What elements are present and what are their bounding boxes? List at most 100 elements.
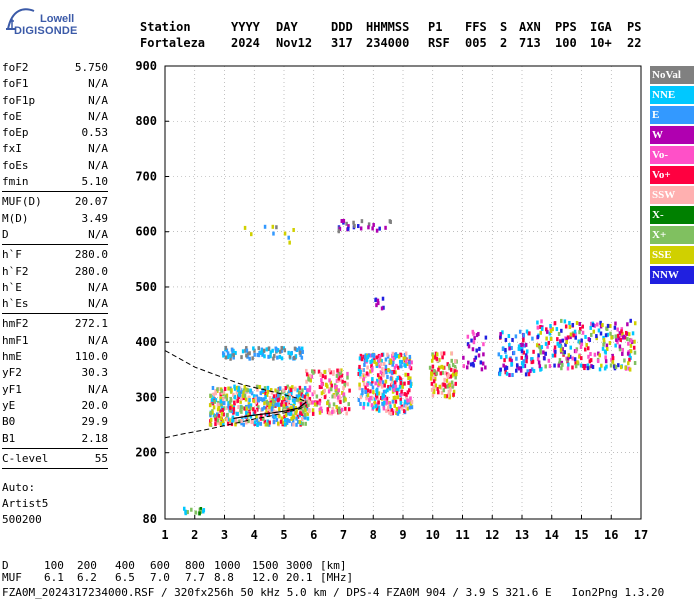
echo-point <box>242 422 245 427</box>
echo-point <box>549 326 552 331</box>
echo-point <box>370 358 374 363</box>
footer-value: 100 <box>44 559 64 572</box>
echo-point <box>574 335 577 340</box>
echo-point <box>271 224 275 229</box>
echo-point <box>249 388 252 393</box>
echo-point <box>347 402 350 407</box>
footer-unit: [MHz] <box>320 571 354 584</box>
echo-point <box>234 422 237 427</box>
echo-point <box>219 408 222 413</box>
param-value: N/A <box>88 333 108 347</box>
echo-point <box>568 320 571 325</box>
echo-point <box>360 368 364 373</box>
echo-point <box>390 381 394 386</box>
echo-point <box>294 386 297 391</box>
echo-point <box>292 227 295 232</box>
echo-point <box>386 352 389 357</box>
header-value-10: 10+ <box>590 36 612 50</box>
echo-point <box>298 350 302 355</box>
echo-point <box>318 401 321 406</box>
echo-point <box>623 358 626 363</box>
echo-point <box>282 404 286 409</box>
echo-point <box>560 328 563 333</box>
echo-point <box>276 398 280 403</box>
param-name: h`Es <box>2 297 29 311</box>
echo-point <box>397 354 401 359</box>
echo-point <box>366 402 370 407</box>
y-tick-label: 400 <box>135 335 157 349</box>
echo-point <box>398 409 401 414</box>
echo-point <box>630 338 633 343</box>
echo-point <box>335 392 338 397</box>
echo-point <box>579 344 583 349</box>
echo-point <box>235 420 238 425</box>
echo-point <box>233 395 237 400</box>
echo-point <box>292 415 296 420</box>
echo-point <box>618 331 622 336</box>
echo-point <box>403 356 407 361</box>
echo-point <box>252 346 255 351</box>
echo-point <box>578 327 582 332</box>
echo-point <box>367 225 370 230</box>
echo-point <box>338 396 342 401</box>
echo-point <box>462 355 465 360</box>
param-value: 20.07 <box>74 195 108 209</box>
echo-point <box>387 368 390 373</box>
x-tick-label: 16 <box>604 528 618 542</box>
echo-point <box>211 385 215 390</box>
echo-point <box>508 373 511 378</box>
echo-point <box>371 366 374 371</box>
echo-point <box>272 396 275 401</box>
echo-point <box>238 419 241 424</box>
echo-point <box>275 225 278 230</box>
echo-point <box>240 396 243 401</box>
echo-point <box>381 401 384 406</box>
header-label-3: DDD <box>331 20 353 34</box>
echo-point <box>227 386 230 391</box>
echo-point <box>303 412 307 417</box>
echo-point <box>243 385 247 390</box>
echo-point <box>539 350 542 355</box>
param-name: foEs <box>2 158 29 172</box>
echo-point <box>473 336 476 341</box>
echo-point <box>443 377 446 382</box>
echo-point <box>372 222 375 227</box>
echo-point <box>286 395 290 400</box>
echo-point <box>332 402 336 407</box>
echo-point <box>225 348 229 353</box>
echo-point <box>512 350 516 355</box>
echo-point <box>441 355 444 360</box>
echo-point <box>394 370 397 375</box>
echo-point <box>219 396 222 401</box>
echo-point <box>398 384 402 389</box>
echo-point <box>299 352 302 357</box>
echo-point <box>435 356 439 361</box>
footer-value: 6.1 <box>44 571 64 584</box>
echo-point <box>389 404 392 409</box>
echo-point <box>227 404 230 409</box>
echo-point <box>359 226 363 231</box>
echo-point <box>633 339 636 344</box>
echo-point <box>392 395 396 400</box>
echo-point <box>339 400 342 405</box>
echo-point <box>337 388 340 393</box>
echo-point <box>566 356 570 361</box>
echo-point <box>301 349 304 354</box>
echo-point <box>602 335 605 340</box>
echo-point <box>407 376 410 381</box>
param-separator <box>2 191 108 193</box>
param-value: N/A <box>88 142 108 156</box>
echo-point <box>375 303 378 308</box>
echo-point <box>388 401 392 406</box>
footer-value: 1500 <box>252 559 279 572</box>
echo-point <box>358 364 361 369</box>
echo-point <box>391 351 395 356</box>
echo-point <box>448 383 452 388</box>
echo-point <box>208 403 212 408</box>
echo-point <box>233 401 236 406</box>
echo-point <box>310 374 314 379</box>
param-row: hmF1 N/A <box>0 333 112 349</box>
echo-point <box>256 384 259 389</box>
echo-point <box>613 364 616 369</box>
echo-point <box>538 345 541 350</box>
